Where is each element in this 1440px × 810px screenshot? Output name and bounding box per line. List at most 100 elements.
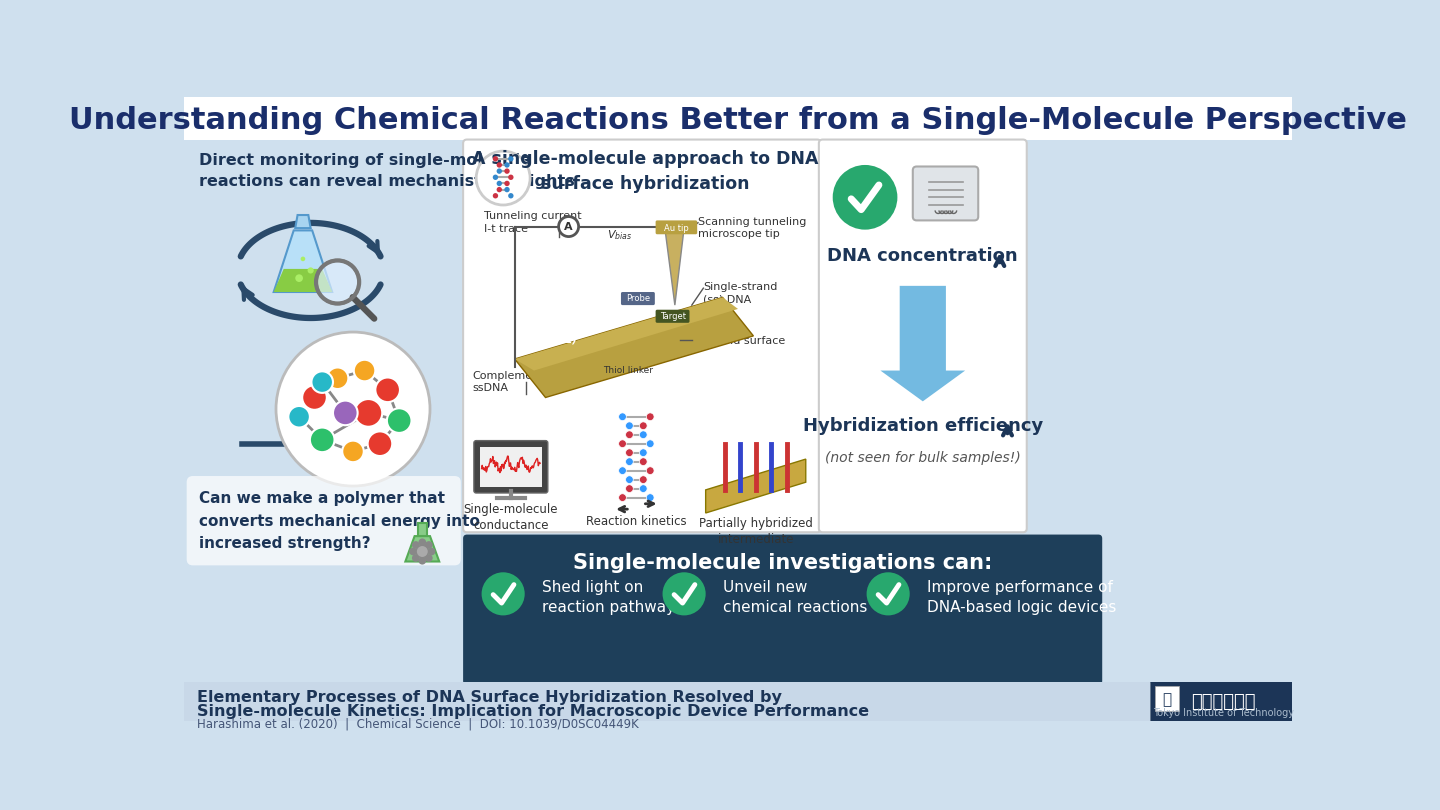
Circle shape bbox=[425, 554, 432, 562]
Polygon shape bbox=[706, 459, 806, 513]
Polygon shape bbox=[274, 230, 333, 292]
Polygon shape bbox=[880, 286, 965, 401]
Circle shape bbox=[497, 168, 503, 174]
FancyBboxPatch shape bbox=[1151, 682, 1293, 721]
Circle shape bbox=[647, 413, 654, 420]
Circle shape bbox=[625, 431, 634, 438]
FancyBboxPatch shape bbox=[655, 309, 690, 323]
Circle shape bbox=[481, 573, 524, 616]
Text: Complementary
ssDNA: Complementary ssDNA bbox=[472, 370, 562, 393]
Text: Tunneling current
I-t trace: Tunneling current I-t trace bbox=[484, 211, 582, 233]
Circle shape bbox=[504, 168, 510, 174]
Circle shape bbox=[619, 413, 626, 420]
Text: Scanning tunneling
microscope tip: Scanning tunneling microscope tip bbox=[698, 216, 806, 239]
Text: Shed light on
reaction pathways: Shed light on reaction pathways bbox=[541, 580, 683, 615]
Circle shape bbox=[315, 261, 359, 304]
Circle shape bbox=[409, 548, 418, 556]
Circle shape bbox=[647, 494, 654, 501]
Text: 工: 工 bbox=[1162, 692, 1172, 707]
FancyBboxPatch shape bbox=[819, 139, 1027, 532]
Circle shape bbox=[647, 440, 654, 448]
Circle shape bbox=[619, 494, 626, 501]
Circle shape bbox=[619, 467, 626, 475]
FancyBboxPatch shape bbox=[621, 292, 655, 305]
Circle shape bbox=[504, 181, 510, 186]
Circle shape bbox=[311, 371, 333, 393]
Circle shape bbox=[308, 267, 314, 274]
Circle shape bbox=[639, 458, 647, 466]
Text: Thiol linker: Thiol linker bbox=[603, 366, 654, 375]
Circle shape bbox=[639, 449, 647, 457]
Circle shape bbox=[492, 193, 498, 198]
Polygon shape bbox=[665, 228, 684, 305]
Circle shape bbox=[376, 377, 400, 402]
Circle shape bbox=[639, 431, 647, 438]
Circle shape bbox=[504, 187, 510, 192]
Text: Single-molecule Kinetics: Implication for Macroscopic Device Performance: Single-molecule Kinetics: Implication fo… bbox=[197, 704, 870, 719]
Circle shape bbox=[310, 428, 334, 452]
Circle shape bbox=[477, 151, 530, 205]
Circle shape bbox=[412, 541, 419, 549]
FancyBboxPatch shape bbox=[480, 447, 541, 487]
Text: Au tip: Au tip bbox=[664, 224, 688, 232]
Text: Understanding Chemical Reactions Better from a Single-Molecule Perspective: Understanding Chemical Reactions Better … bbox=[69, 106, 1407, 134]
Circle shape bbox=[428, 548, 435, 556]
Text: Target: Target bbox=[660, 312, 685, 321]
Text: Single-molecule investigations can:: Single-molecule investigations can: bbox=[573, 553, 992, 573]
Circle shape bbox=[619, 440, 626, 448]
Text: A: A bbox=[564, 222, 573, 232]
Circle shape bbox=[647, 467, 654, 475]
Circle shape bbox=[354, 360, 376, 382]
Circle shape bbox=[832, 165, 897, 230]
Circle shape bbox=[327, 368, 348, 389]
Circle shape bbox=[492, 156, 498, 161]
Circle shape bbox=[302, 386, 327, 410]
Polygon shape bbox=[418, 523, 426, 536]
Circle shape bbox=[497, 187, 503, 192]
Circle shape bbox=[295, 275, 302, 282]
Polygon shape bbox=[514, 297, 739, 370]
Circle shape bbox=[504, 162, 510, 168]
Circle shape bbox=[419, 557, 426, 565]
Circle shape bbox=[367, 432, 392, 456]
Circle shape bbox=[419, 539, 426, 546]
Circle shape bbox=[625, 484, 634, 492]
Text: Improve performance of
DNA-based logic devices: Improve performance of DNA-based logic d… bbox=[927, 580, 1116, 615]
FancyBboxPatch shape bbox=[655, 220, 697, 234]
Circle shape bbox=[867, 573, 910, 616]
FancyBboxPatch shape bbox=[913, 167, 978, 220]
Circle shape bbox=[508, 193, 514, 198]
Polygon shape bbox=[514, 297, 753, 398]
Polygon shape bbox=[274, 269, 333, 292]
Text: Hybridization efficiency: Hybridization efficiency bbox=[802, 417, 1043, 435]
Circle shape bbox=[508, 156, 514, 161]
Text: Au(111): Au(111) bbox=[534, 334, 577, 344]
Text: Single-molecule
conductance: Single-molecule conductance bbox=[464, 503, 559, 532]
Polygon shape bbox=[295, 215, 311, 228]
Circle shape bbox=[497, 162, 503, 168]
Circle shape bbox=[276, 332, 431, 486]
Circle shape bbox=[625, 422, 634, 429]
Text: Harashima et al. (2020)  |  Chemical Science  |  DOI: 10.1039/D0SC04449K: Harashima et al. (2020) | Chemical Scien… bbox=[197, 718, 639, 731]
Text: Unveil new
chemical reactions: Unveil new chemical reactions bbox=[723, 580, 867, 615]
FancyBboxPatch shape bbox=[464, 535, 1102, 684]
Text: Reaction kinetics: Reaction kinetics bbox=[586, 514, 687, 527]
FancyBboxPatch shape bbox=[184, 682, 1293, 721]
Text: Direct monitoring of single-molecule
reactions can reveal mechanistic insights: Direct monitoring of single-molecule rea… bbox=[199, 152, 575, 189]
Text: Flat gold surface: Flat gold surface bbox=[691, 336, 785, 346]
Text: 東京工業大学: 東京工業大学 bbox=[1191, 693, 1256, 711]
Text: $V_{bias}$: $V_{bias}$ bbox=[608, 228, 632, 242]
FancyBboxPatch shape bbox=[474, 441, 547, 493]
Text: DNA concentration: DNA concentration bbox=[828, 247, 1018, 266]
Circle shape bbox=[662, 573, 706, 616]
Text: Tokyo Institute of Technology: Tokyo Institute of Technology bbox=[1152, 708, 1293, 718]
Text: Can we make a polymer that
converts mechanical energy into
increased strength?: Can we make a polymer that converts mech… bbox=[199, 492, 480, 551]
Circle shape bbox=[625, 458, 634, 466]
Circle shape bbox=[639, 475, 647, 484]
Circle shape bbox=[343, 441, 364, 463]
Circle shape bbox=[559, 216, 579, 237]
Circle shape bbox=[497, 181, 503, 186]
Text: Probe: Probe bbox=[626, 295, 649, 304]
Circle shape bbox=[333, 401, 357, 425]
Circle shape bbox=[625, 475, 634, 484]
